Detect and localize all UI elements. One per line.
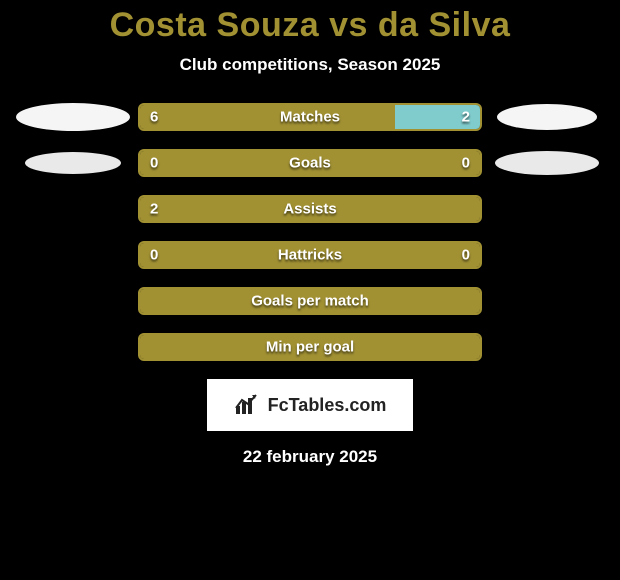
stat-label: Matches [280,109,340,126]
stat-bar: 0 0 Hattricks [138,241,482,269]
player-left-name: Costa Souza [110,6,320,44]
right-avatar-slot [482,151,612,175]
stat-bar: Min per goal [138,333,482,361]
player-right-name: da Silva [378,6,511,44]
date-text: 22 february 2025 [0,447,620,467]
left-avatar-slot [8,103,138,131]
stat-bar: Goals per match [138,287,482,315]
stat-label: Goals [289,155,331,172]
stat-value-left: 6 [150,109,158,126]
logo-inner: FcTables.com [234,394,387,416]
player-left-shadow [25,152,121,174]
player-right-avatar [497,104,597,130]
stat-row: Min per goal [0,333,620,361]
stat-row: 0 0 Goals [0,149,620,177]
stat-label: Assists [283,201,336,218]
stat-row: 2 Assists [0,195,620,223]
player-left-avatar [16,103,130,131]
stat-bar: 6 2 Matches [138,103,482,131]
stat-value-right: 0 [462,247,470,264]
page-title: Costa Souza vs da Silva [0,6,620,45]
stat-value-left: 2 [150,201,158,218]
stat-bar: 2 Assists [138,195,482,223]
stat-bar: 0 0 Goals [138,149,482,177]
stat-row: 6 2 Matches [0,103,620,131]
stat-label: Hattricks [278,247,342,264]
vs-text: vs [319,6,378,44]
stat-value-right: 2 [462,109,470,126]
source-logo: FcTables.com [207,379,413,431]
stat-row: 0 0 Hattricks [0,241,620,269]
stat-label: Goals per match [251,293,369,310]
left-avatar-slot [8,152,138,174]
subtitle: Club competitions, Season 2025 [0,55,620,75]
bar-segment-left [140,105,395,129]
stat-value-right: 0 [462,155,470,172]
player-right-shadow [495,151,599,175]
stat-value-left: 0 [150,155,158,172]
right-avatar-slot [482,104,612,130]
stat-value-left: 0 [150,247,158,264]
stat-row: Goals per match [0,287,620,315]
stat-label: Min per goal [266,339,354,356]
chart-icon [234,394,262,416]
stat-rows: 6 2 Matches 0 0 Goals 2 Assists 0 0 Hattricks Goals… [0,103,620,361]
logo-text: FcTables.com [268,395,387,416]
comparison-container: Costa Souza vs da Silva Club competition… [0,0,620,467]
